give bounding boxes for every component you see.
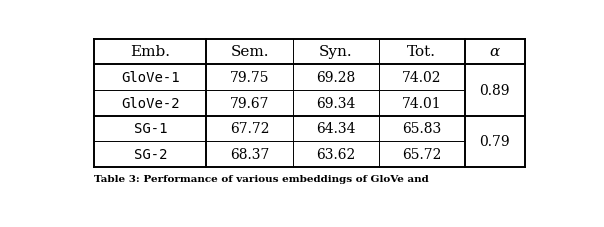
Text: 65.72: 65.72 [402, 147, 442, 161]
Text: 63.62: 63.62 [316, 147, 355, 161]
Text: GloVe-1: GloVe-1 [121, 71, 179, 85]
Text: 65.83: 65.83 [402, 122, 442, 136]
Text: 64.34: 64.34 [316, 122, 355, 136]
Text: Emb.: Emb. [130, 45, 170, 59]
Text: Table 3: Performance of various embeddings of GloVe and: Table 3: Performance of various embeddin… [94, 174, 429, 183]
Text: Tot.: Tot. [407, 45, 436, 59]
Text: 74.01: 74.01 [402, 96, 442, 110]
Text: 69.34: 69.34 [316, 96, 355, 110]
Text: 67.72: 67.72 [230, 122, 269, 136]
Text: Syn.: Syn. [319, 45, 353, 59]
Text: 0.89: 0.89 [480, 84, 510, 97]
Text: 0.79: 0.79 [480, 135, 510, 148]
Text: α: α [490, 45, 500, 59]
Text: 69.28: 69.28 [316, 71, 355, 85]
Text: Sem.: Sem. [230, 45, 269, 59]
Text: SG-2: SG-2 [133, 147, 167, 161]
Text: 74.02: 74.02 [402, 71, 442, 85]
Text: 79.75: 79.75 [230, 71, 269, 85]
Text: 68.37: 68.37 [230, 147, 269, 161]
Text: GloVe-2: GloVe-2 [121, 96, 179, 110]
Text: 79.67: 79.67 [230, 96, 269, 110]
Text: SG-1: SG-1 [133, 122, 167, 136]
